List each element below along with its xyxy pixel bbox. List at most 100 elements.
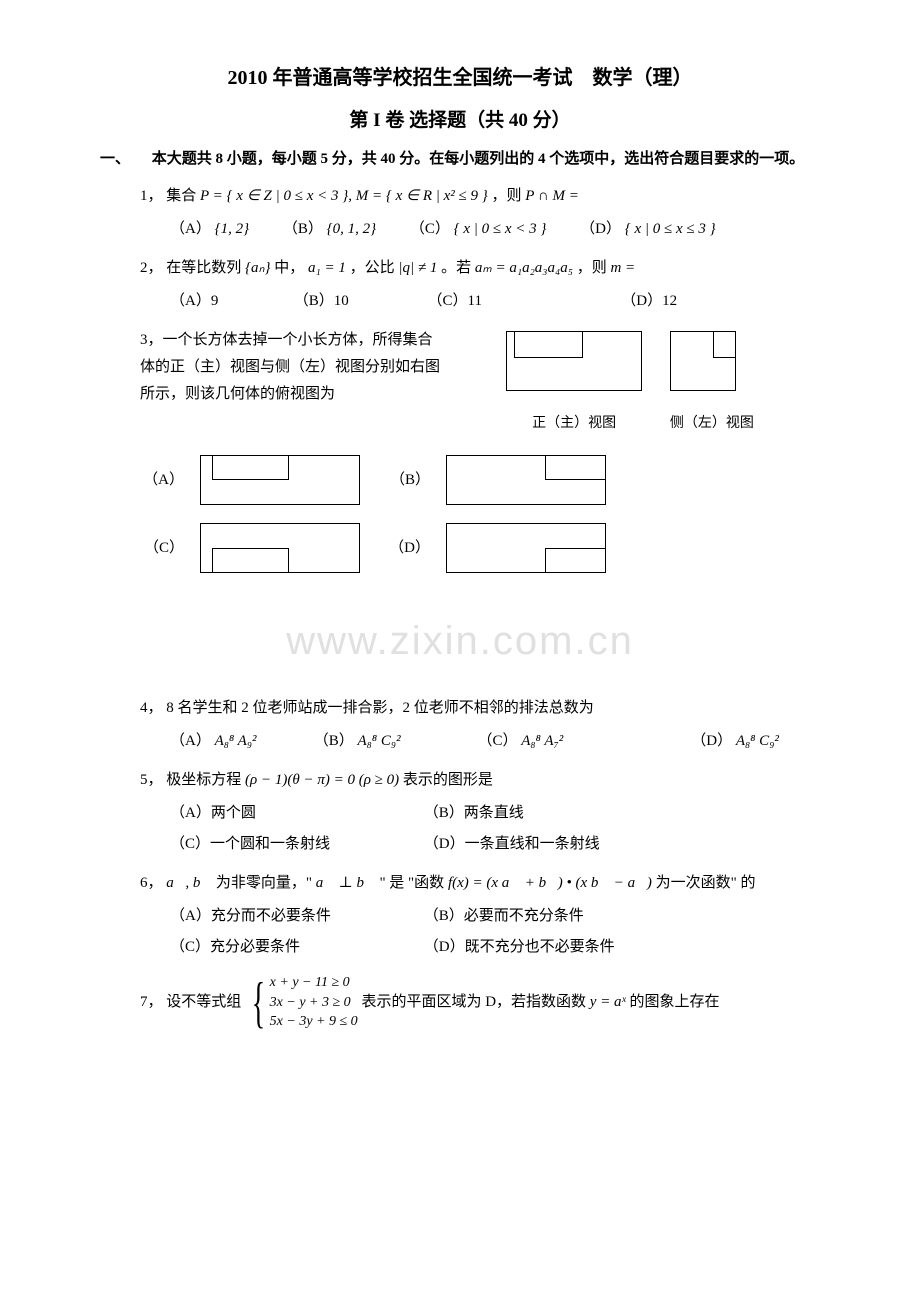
q2-stem-c: ，公比 [350,260,399,276]
question-2: 2， 在等比数列 {aₙ} 中， a₁ = 1 ，公比 |q| ≠ 1 。若 a… [140,255,820,315]
q4-D-val: A₈⁸ C₉² [736,733,779,749]
question-7: 7， 设不等式组 { x + y − 11 ≥ 0 3x − y + 3 ≥ 0… [140,973,820,1032]
q6-opt-a: （A）充分而不必要条件 [170,903,390,930]
q1-opt-b: （B） {0, 1, 2} [283,216,376,243]
q7-l2: 3x − y + 3 ≥ 0 [270,995,351,1010]
q6-stem-c: 为一次函数" 的 [656,875,756,891]
q2-an: {aₙ} [245,260,270,276]
q1-D-val: { x | 0 ≤ x ≤ 3 } [625,221,716,237]
q7-stem-a: 设不等式组 [166,994,245,1010]
q1-stem-b: ，则 [492,188,526,204]
q3-optA-svg [200,455,360,505]
q5-num: 5， [140,772,163,788]
side-label: 侧（左）视图 [670,411,754,436]
q3-D-label: （D） [386,535,430,562]
q1-pcapm: P ∩ M = [525,188,579,204]
q4-C-val: A₈⁸ A₇² [521,733,563,749]
q2-a1: a₁ = 1 [308,260,346,276]
q4-C-label: （C） [478,733,518,749]
q7-stem-b: 表示的平面区域为 D，若指数函数 [361,994,589,1010]
q6-opt-d: （D）既不充分也不必要条件 [424,934,615,961]
q6-fx: f(x) = (x a⃗ + b⃗) • (x b⃗ − a⃗) [448,875,652,891]
q7-num: 7， [140,994,163,1010]
q2-meq: m = [610,260,635,276]
section-desc: 本大题共 8 小题，每小题 5 分，共 40 分。在每小题列出的 4 个选项中，… [152,151,805,167]
q6-opt-c: （C）充分必要条件 [170,934,390,961]
q7-yax: y = aˣ [590,994,626,1010]
q3-optD-svg [446,523,606,573]
q4-num: 4， [140,700,163,716]
q6-stem-a: 为非零向量，" [216,875,312,891]
q1-C-val: { x | 0 ≤ x < 3 } [454,221,547,237]
q5-eq: (ρ − 1)(θ − π) = 0 (ρ ≥ 0) [245,772,399,788]
q3-optB-svg [446,455,606,505]
front-view-svg [506,331,642,391]
q7-system: x + y − 11 ≥ 0 3x − y + 3 ≥ 0 5x − 3y + … [270,973,358,1032]
q3-B-label: （B） [386,467,430,494]
q3-C-label: （C） [140,535,184,562]
page-subtitle: 第 I 卷 选择题（共 40 分） [100,104,820,138]
q1-opt-c: （C） { x | 0 ≤ x < 3 } [410,216,547,243]
q1-num: 1， [140,188,163,204]
q4-B-val: A₈⁸ C₉² [358,733,401,749]
page-title: 2010 年普通高等学校招生全国统一考试 数学（理） [100,60,820,96]
q2-opt-a: （A）9 [170,288,260,315]
q5-stem-a: 极坐标方程 [166,772,245,788]
front-label: 正（主）视图 [506,411,642,436]
q1-B-label: （B） [283,221,323,237]
q2-qabs: |q| ≠ 1 [398,260,437,276]
q1-opt-a: （A） {1, 2} [170,216,249,243]
section-prefix: 一、 [100,151,130,167]
q4-opt-d: （D） A₈⁸ C₉² [691,728,779,755]
q6-opt-b: （B）必要而不充分条件 [424,903,584,930]
q2-am: aₘ = a₁a₂a₃a₄a₅ [475,260,573,276]
q1-A-label: （A） [170,221,211,237]
q6-num: 6， [140,875,163,891]
q5-stem-b: 表示的图形是 [403,772,493,788]
q1-A-val: {1, 2} [215,221,250,237]
brace-icon: { [252,975,265,1031]
question-5: 5， 极坐标方程 (ρ − 1)(θ − π) = 0 (ρ ≥ 0) 表示的图… [140,767,820,858]
question-4: 4， 8 名学生和 2 位老师站成一排合影，2 位老师不相邻的排法总数为 （A）… [140,695,820,755]
q3-optC-svg [200,523,360,573]
q1-C-label: （C） [410,221,450,237]
q3-stem: 一个长方体去掉一个小长方体，所得集合体的正（主）视图与侧（左）视图分别如右图所示… [140,332,440,402]
q1-setdef: P = { x ∈ Z | 0 ≤ x < 3 }, M = { x ∈ R |… [200,188,488,204]
q3-num: 3， [140,332,163,348]
side-view-svg [670,331,736,391]
q4-opt-b: （B） A₈⁸ C₉² [314,728,444,755]
q6-ab: a⃗, b⃗ [166,875,212,891]
q7-l1: x + y − 11 ≥ 0 [270,975,350,990]
question-1: 1， 集合 P = { x ∈ Z | 0 ≤ x < 3 }, M = { x… [140,183,820,243]
q7-l3: 5x − 3y + 9 ≤ 0 [270,1014,358,1029]
q1-D-label: （D） [580,221,621,237]
q1-opt-d: （D） { x | 0 ≤ x ≤ 3 } [580,216,716,243]
q2-opt-d: （D）12 [621,288,677,315]
q1-stem-a: 集合 [166,188,200,204]
q6-perp: a⃗ ⊥ b⃗ [316,875,376,891]
q6-stem-b: " 是 "函数 [379,875,448,891]
q4-D-label: （D） [691,733,732,749]
q5-opt-a: （A）两个圆 [170,800,390,827]
q5-opt-d: （D）一条直线和一条射线 [424,831,600,858]
q4-A-label: （A） [170,733,211,749]
q2-stem-b: 中， [274,260,304,276]
q7-stem-c: 的图象上存在 [630,994,720,1010]
q4-A-val: A₈⁸ A₉² [215,733,257,749]
q2-stem-d: 。若 [441,260,475,276]
q2-num: 2， [140,260,163,276]
section-header: 一、 本大题共 8 小题，每小题 5 分，共 40 分。在每小题列出的 4 个选… [100,146,820,173]
q2-stem-a: 在等比数列 [166,260,245,276]
question-6: 6， a⃗, b⃗ 为非零向量，" a⃗ ⊥ b⃗ " 是 "函数 f(x) =… [140,870,820,961]
q4-opt-a: （A） A₈⁸ A₉² [170,728,280,755]
q4-stem: 8 名学生和 2 位老师站成一排合影，2 位老师不相邻的排法总数为 [166,700,594,716]
q4-opt-c: （C） A₈⁸ A₇² [478,728,658,755]
q5-opt-c: （C）一个圆和一条射线 [170,831,390,858]
q2-opt-b: （B）10 [294,288,394,315]
question-3: 3，一个长方体去掉一个小长方体，所得集合体的正（主）视图与侧（左）视图分别如右图… [140,327,820,573]
q2-stem-e: ，则 [577,260,611,276]
q3-A-label: （A） [140,467,184,494]
q2-opt-c: （C）11 [428,288,588,315]
q5-opt-b: （B）两条直线 [424,800,524,827]
q4-B-label: （B） [314,733,354,749]
